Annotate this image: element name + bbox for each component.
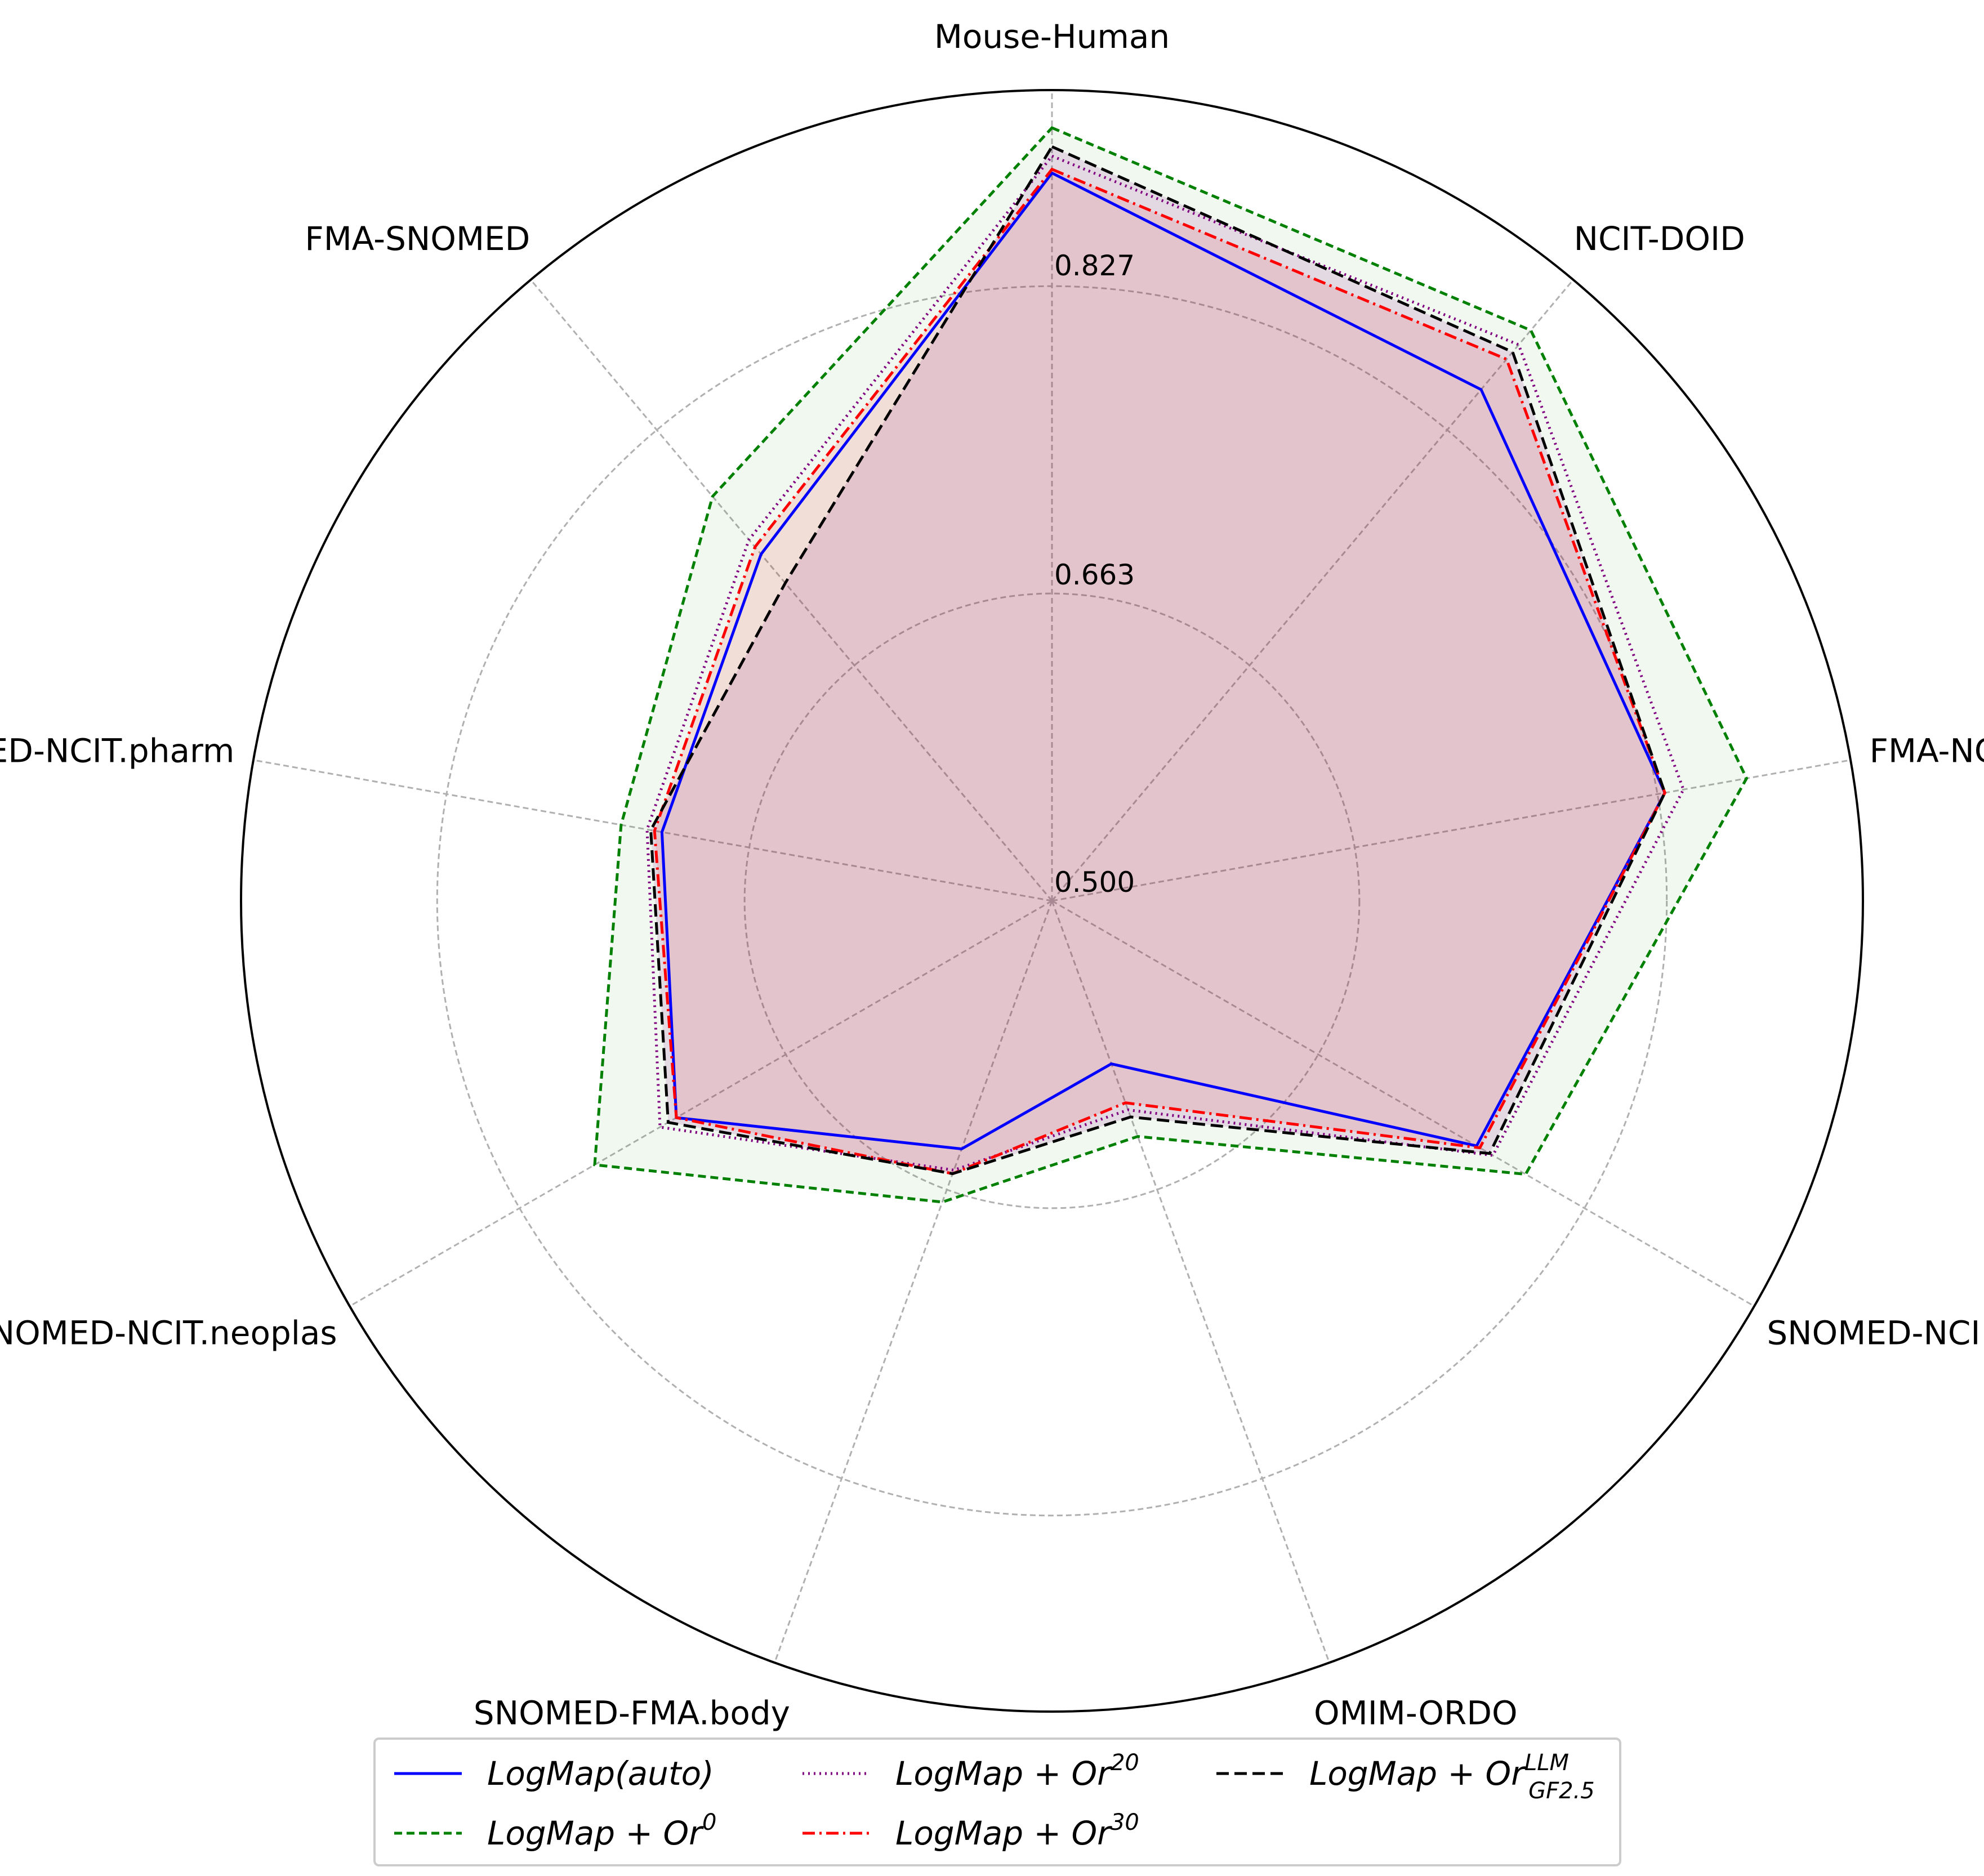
series-fill-3	[654, 169, 1665, 1174]
grid-spoke	[253, 759, 1053, 902]
grid-circle	[743, 592, 1361, 1209]
legend-label-3: LogMap + Or30	[895, 1810, 1139, 1852]
grid-spoke	[349, 900, 1053, 1307]
grid-spoke	[1051, 900, 1330, 1663]
radial-tick-label: 0.663	[1054, 559, 1135, 591]
axis-label-fma-snomed: FMA-SNOMED	[305, 220, 530, 258]
series-line-4	[649, 145, 1667, 1176]
axis-label-omim-ordo: OMIM-ORDO	[1314, 1694, 1518, 1732]
grid-spoke	[1051, 279, 1574, 901]
radial-tick-labels: 0.500 0.663 0.827	[1054, 249, 1135, 899]
legend-label-2: LogMap + Or20	[895, 1750, 1139, 1793]
axis-label-fma-nci: FMA-NCI	[1870, 731, 1984, 770]
radial-tick-label: 0.827	[1054, 249, 1135, 282]
axis-label-snomed-fma-body: SNOMED-FMA.body	[474, 1694, 790, 1732]
series-fill-4	[650, 146, 1665, 1174]
grid-spoke	[774, 900, 1053, 1663]
axis-label-snomed-nci: SNOMED-NCI	[1767, 1314, 1980, 1352]
grid-spoke	[1051, 759, 1851, 902]
axis-label-mouse-human: Mouse-Human	[934, 17, 1170, 56]
axis-label-snomed-ncit-pharm: SNOMED-NCIT.pharm	[0, 731, 234, 770]
series-line-0	[660, 171, 1667, 1151]
grid-spoke	[1051, 900, 1755, 1307]
axis-label-ncit-doid: NCIT-DOID	[1574, 220, 1745, 258]
series-line-3	[653, 167, 1667, 1176]
legend-label-0: LogMap(auto)	[487, 1754, 714, 1793]
axis-label-snomed-ncit-neoplas: SNOMED-NCIT.neoplas	[0, 1314, 337, 1352]
series-line-1	[593, 126, 1749, 1204]
axis-labels: Mouse-Human NCIT-DOID FMA-NCI SNOMED-NCI OMI…	[0, 17, 1984, 1732]
legend-label-1: LogMap + Or0	[487, 1810, 716, 1852]
outer-frame-circle	[240, 89, 1864, 1713]
radar-grid	[253, 90, 1851, 1663]
legend-box	[373, 1737, 1621, 1866]
legend-label-4: LogMap + OrLLM GF2.5	[1309, 1750, 1595, 1804]
series-lines	[593, 126, 1749, 1204]
radial-tick-label: 0.500	[1054, 866, 1135, 899]
legend: LogMap(auto) LogMap + Or0 LogMap + Or20 Log…	[373, 1737, 1621, 1866]
grid-spoke	[530, 279, 1053, 901]
